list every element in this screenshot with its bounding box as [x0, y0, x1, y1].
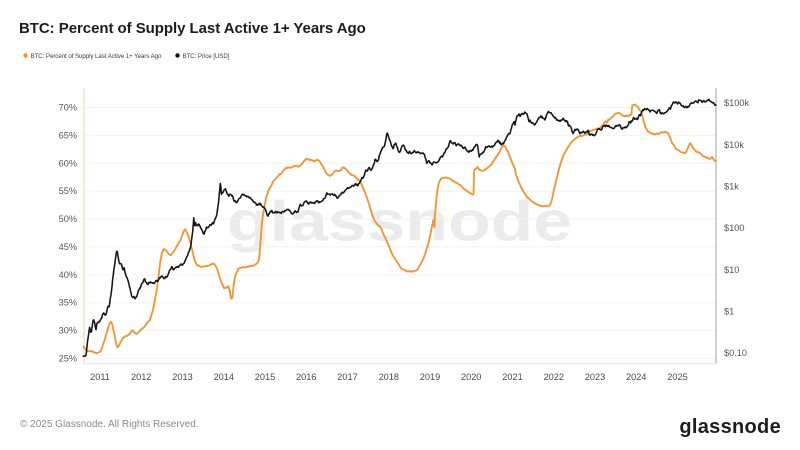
svg-text:BTC: Percent of Supply Last Ac: BTC: Percent of Supply Last Active 1+ Ye…	[19, 20, 366, 37]
svg-text:30%: 30%	[59, 326, 77, 336]
svg-text:2016: 2016	[296, 372, 316, 382]
svg-text:$1k: $1k	[724, 182, 739, 192]
svg-text:glassnode: glassnode	[227, 190, 572, 254]
svg-text:2017: 2017	[337, 372, 357, 382]
svg-text:2018: 2018	[379, 372, 399, 382]
svg-text:60%: 60%	[59, 158, 77, 168]
svg-text:2021: 2021	[502, 372, 522, 382]
svg-text:2023: 2023	[585, 372, 605, 382]
svg-text:2012: 2012	[131, 372, 151, 382]
svg-text:BTC: Percent of Supply Last Ac: BTC: Percent of Supply Last Active 1+ Ye…	[31, 53, 163, 60]
svg-text:$100: $100	[724, 223, 744, 233]
svg-text:2011: 2011	[90, 372, 110, 382]
svg-text:2020: 2020	[461, 372, 481, 382]
svg-text:glassnode: glassnode	[679, 416, 781, 438]
svg-text:$100k: $100k	[724, 98, 749, 108]
svg-text:2024: 2024	[626, 372, 646, 382]
svg-text:2025: 2025	[667, 372, 687, 382]
svg-text:40%: 40%	[59, 270, 77, 280]
svg-text:50%: 50%	[59, 214, 77, 224]
svg-text:© 2025 Glassnode. All Rights R: © 2025 Glassnode. All Rights Reserved.	[20, 419, 199, 430]
svg-text:$1: $1	[724, 307, 734, 317]
svg-text:2013: 2013	[172, 372, 192, 382]
svg-text:2019: 2019	[420, 372, 440, 382]
svg-text:55%: 55%	[59, 186, 77, 196]
svg-text:2015: 2015	[255, 372, 275, 382]
svg-text:BTC: Price [USD]: BTC: Price [USD]	[183, 53, 230, 60]
svg-text:2022: 2022	[544, 372, 564, 382]
svg-text:$0.10: $0.10	[724, 348, 747, 358]
svg-text:25%: 25%	[59, 354, 77, 364]
svg-text:35%: 35%	[59, 298, 77, 308]
svg-text:$10: $10	[724, 265, 739, 275]
svg-text:$10k: $10k	[724, 140, 744, 150]
svg-text:70%: 70%	[59, 103, 77, 113]
svg-text:45%: 45%	[59, 242, 77, 252]
svg-text:2014: 2014	[214, 372, 234, 382]
svg-text:65%: 65%	[59, 130, 77, 140]
